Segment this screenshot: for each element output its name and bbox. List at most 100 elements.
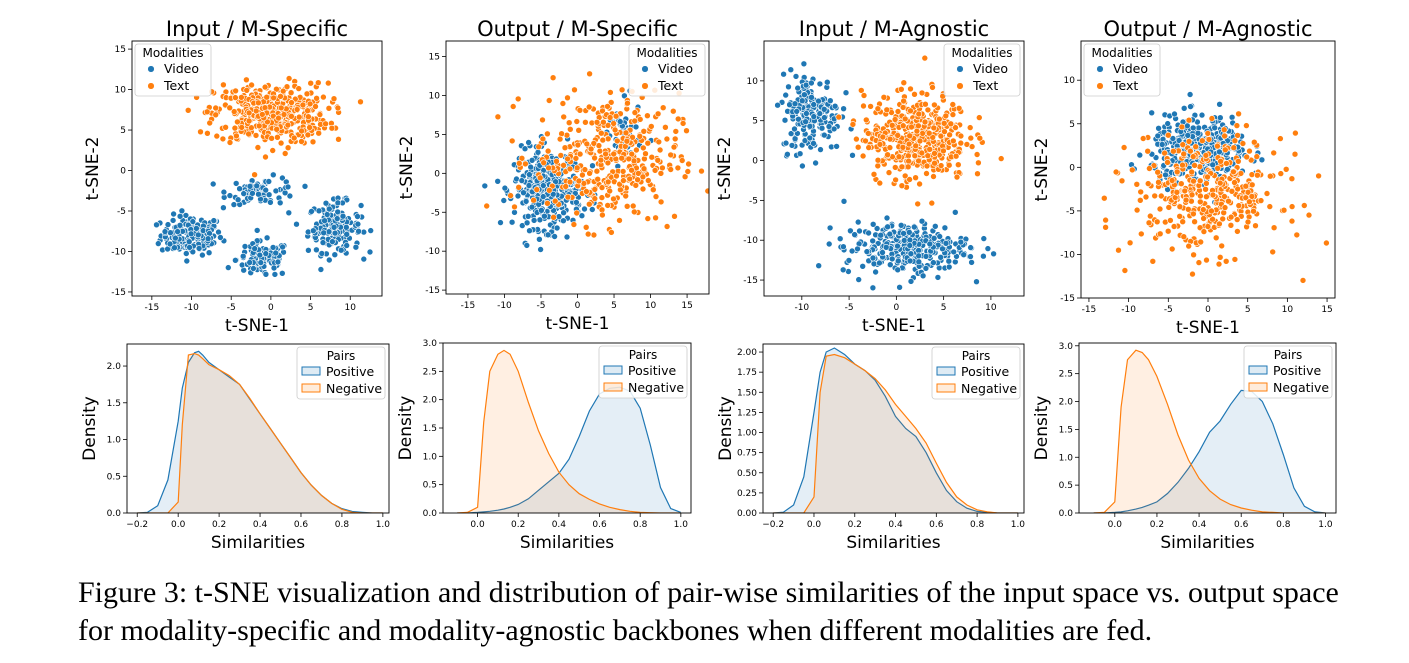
scatter-point-video [153, 221, 160, 229]
legend-marker [641, 65, 649, 73]
scatter-point-video [232, 256, 239, 264]
scatter-point-text [591, 186, 599, 193]
scatter-point-video [1211, 124, 1218, 132]
series-text [835, 54, 1005, 208]
scatter-point-video [256, 251, 264, 259]
scatter-point-video [193, 225, 200, 232]
scatter-point-video [815, 262, 823, 270]
scatter-point-text [315, 129, 323, 137]
scatter-point-text [232, 87, 239, 95]
scatter-point-video [337, 246, 345, 254]
x-tick-label: 0.2 [1150, 520, 1164, 530]
scatter-point-text [663, 223, 671, 230]
y-tick-label: 1.00 [737, 429, 757, 439]
scatter-point-text [1185, 116, 1193, 124]
scatter-point-text [968, 143, 976, 150]
scatter-point-text [924, 106, 932, 114]
y-tick-label: -10 [1060, 250, 1075, 260]
x-tick-label: 0.4 [253, 520, 268, 530]
scatter-point-text [593, 167, 601, 175]
scatter-point-text [1315, 172, 1322, 180]
scatter-point-video [581, 205, 588, 213]
legend-label: Video [164, 61, 199, 76]
y-tick-label: 0 [752, 157, 758, 167]
scatter-point-text [1231, 137, 1239, 144]
x-tick-label: 1.0 [1318, 520, 1333, 530]
axes-frame [131, 40, 383, 297]
scatter-point-video [973, 278, 980, 286]
density-line-positive [1093, 389, 1326, 513]
scatter-point-text [622, 192, 630, 200]
x-tick-label: -5 [1164, 305, 1173, 315]
legend-box [931, 346, 1021, 400]
scatter-point-video [528, 203, 536, 211]
scatter-point-video [334, 199, 342, 207]
scatter-point-text [598, 184, 606, 191]
scatter-point-text [941, 128, 948, 135]
scatter-point-text [1192, 143, 1199, 150]
scatter-point-text [594, 175, 602, 183]
x-tick-label: -15 [1082, 305, 1097, 315]
scatter-point-video [497, 219, 504, 226]
scatter-point-text [966, 124, 974, 131]
scatter-point-text [251, 171, 258, 178]
scatter-point-text [880, 94, 888, 101]
scatter-point-text [1253, 153, 1261, 160]
scatter-point-text [558, 130, 565, 137]
scatter-point-text [573, 209, 581, 217]
scatter-point-text [644, 112, 651, 119]
scatter-point-video [859, 262, 867, 270]
scatter-point-video [984, 245, 992, 252]
scatter-point-text [287, 89, 295, 96]
scatter-point-text [581, 166, 589, 173]
scatter-point-text [184, 107, 192, 114]
scatter-point-text [967, 134, 975, 142]
scatter-point-video [263, 234, 271, 242]
scatter-point-video [274, 258, 282, 266]
y-tick-label: -10 [425, 247, 440, 257]
scatter-point-video [518, 222, 526, 229]
y-tick-label: 5 [434, 130, 440, 140]
scatter-point-text [1216, 179, 1224, 187]
scatter-point-text [575, 177, 583, 185]
scatter-point-video [840, 198, 848, 205]
scatter-point-video [810, 101, 818, 108]
legend-label: Negative [961, 381, 1017, 396]
scatter-point-text [657, 198, 665, 206]
scatter-point-text [1139, 135, 1147, 142]
x-tick-label: 0.0 [470, 520, 485, 530]
scatter-point-video [234, 196, 242, 203]
scatter-point-video [840, 105, 847, 112]
y-tick-label: -5 [117, 207, 126, 217]
scatter-point-text [884, 151, 891, 158]
scatter-point-video [343, 242, 351, 249]
scatter-point-video [934, 274, 942, 281]
scatter-point-text [1242, 182, 1250, 190]
scatter-point-text [1204, 130, 1212, 137]
scatter-point-text [1179, 218, 1186, 225]
scatter-point-text [906, 176, 913, 183]
scatter-point-text [671, 213, 678, 220]
scatter-point-text [1244, 218, 1252, 226]
scatter-point-video [309, 227, 317, 234]
scatter-point-text [261, 83, 269, 91]
legend-marker [1096, 82, 1104, 90]
scatter-point-video [262, 270, 270, 278]
scatter-point-video [313, 246, 320, 254]
scatter-point-video [257, 259, 265, 266]
scatter-point-text [1144, 147, 1151, 155]
scatter-point-video [255, 190, 262, 198]
scatter-point-text [885, 169, 893, 176]
scatter-point-text [309, 138, 317, 146]
x-tick-label: 0.8 [970, 520, 985, 530]
scatter-point-text [953, 173, 961, 181]
scatter-point-text [304, 131, 312, 139]
x-tick-label: -5 [845, 303, 854, 313]
scatter-point-text [674, 164, 682, 172]
x-tick-label: 0 [893, 303, 899, 313]
scatter-point-text [899, 122, 907, 129]
scatter-point-text [1165, 204, 1173, 211]
scatter-point-text [922, 100, 929, 108]
scatter-point-video [967, 253, 974, 260]
